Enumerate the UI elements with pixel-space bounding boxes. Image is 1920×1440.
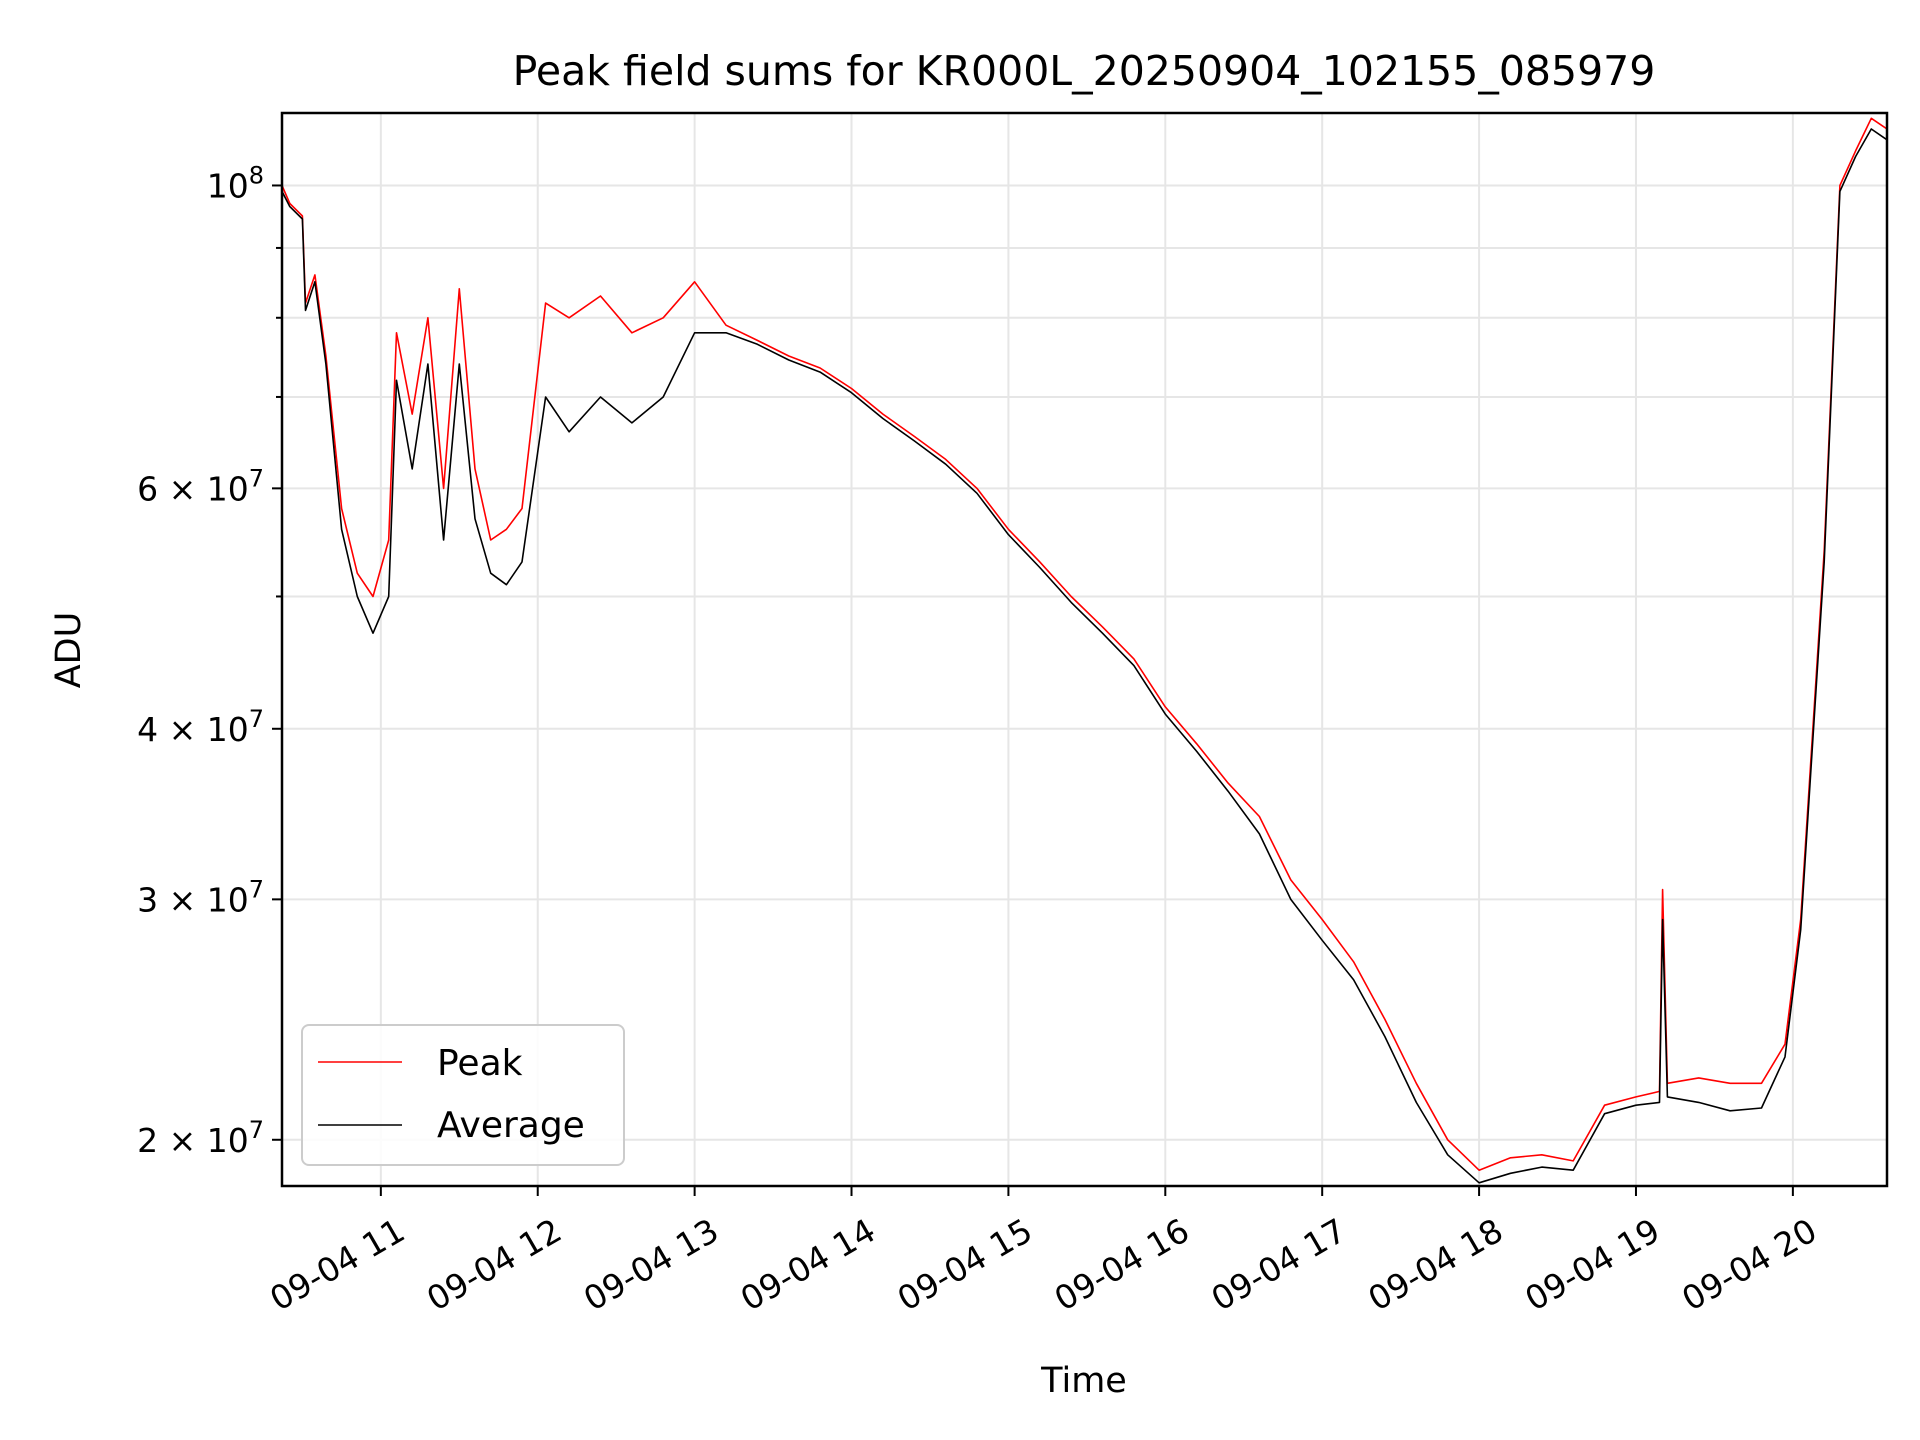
y-tick-label: 6 × 107: [137, 464, 264, 508]
series-line-peak: [281, 117, 1888, 1171]
x-axis-label: Time: [1040, 1361, 1127, 1401]
x-tick-label: 09-04 14: [734, 1211, 882, 1319]
x-tick-label: 09-04 20: [1675, 1211, 1823, 1319]
plot-frame: [280, 111, 1889, 1188]
y-tick-label: 3 × 107: [137, 875, 264, 919]
y-axis-label: ADU: [49, 612, 89, 689]
x-tick-label: 09-04 11: [263, 1211, 411, 1319]
x-tick-label: 09-04 15: [891, 1211, 1039, 1319]
legend-box: [301, 1024, 625, 1166]
x-tick-label: 09-04 18: [1361, 1211, 1509, 1319]
legend-label-peak: Peak: [437, 1043, 523, 1084]
legend: Peak Average: [301, 1024, 625, 1166]
legend-label-average: Average: [437, 1105, 585, 1146]
chart-title: Peak field sums for KR000L_20250904_1021…: [513, 47, 1656, 95]
series-line-average: [281, 128, 1888, 1184]
x-tick-label: 09-04 12: [420, 1211, 568, 1319]
x-tick-label: 09-04 13: [577, 1211, 725, 1319]
y-tick-label: 4 × 107: [137, 705, 264, 749]
y-tick-label: 2 × 107: [137, 1116, 264, 1160]
x-axis-ticks: 09-04 11 09-04 12 09-04 13 09-04 14 09-04 15…: [263, 1186, 1823, 1319]
y-axis-ticks: 2 × 107 3 × 107 4 × 107 6 × 107 108: [137, 161, 282, 1160]
series-layer: [281, 117, 1888, 1184]
x-tick-label: 09-04 17: [1205, 1211, 1353, 1319]
y-tick-label: 108: [207, 161, 264, 205]
x-tick-label: 09-04 16: [1048, 1211, 1196, 1319]
x-tick-label: 09-04 19: [1518, 1211, 1666, 1319]
